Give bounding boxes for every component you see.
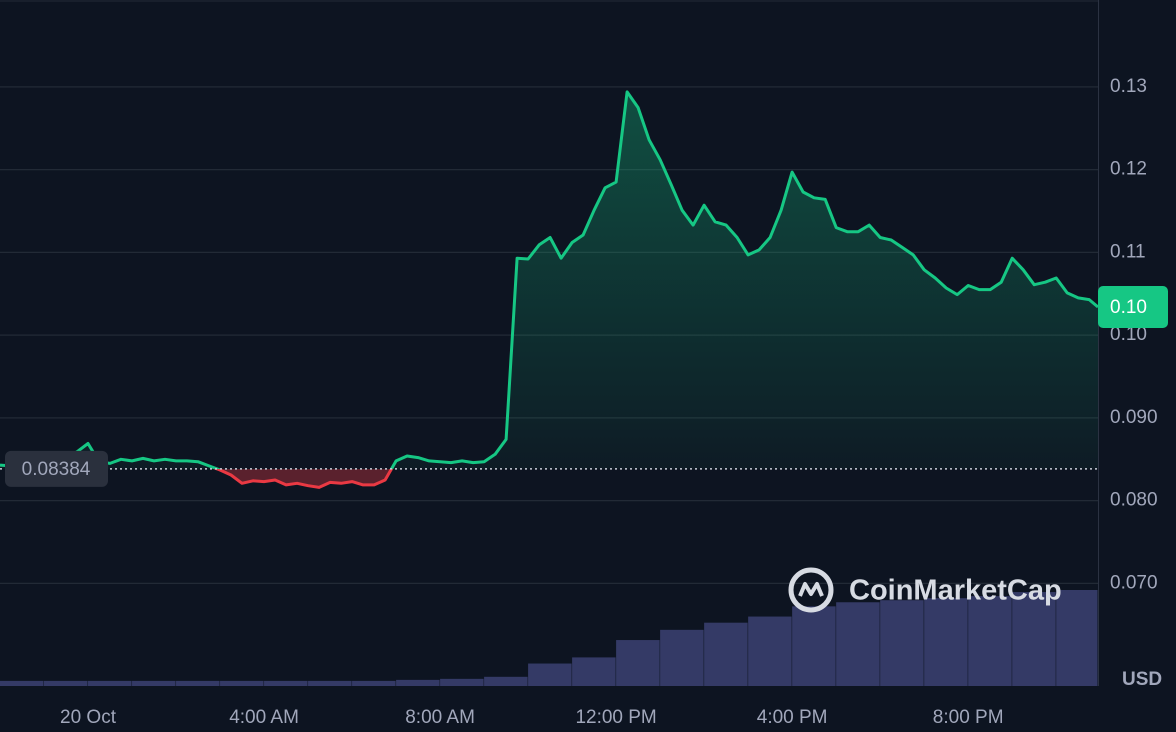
volume-bar	[44, 680, 88, 686]
y-tick-label: 0.070	[1110, 572, 1158, 593]
unit-label: USD	[1122, 669, 1162, 690]
x-tick-label: 20 Oct	[60, 707, 117, 728]
watermark-logo-mark	[798, 582, 824, 597]
watermark: CoinMarketCap	[788, 567, 1062, 613]
y-tick-label: 0.11	[1110, 241, 1146, 262]
volume-bar	[528, 663, 572, 686]
baseline-badge	[5, 450, 108, 487]
volume-bar	[0, 680, 44, 686]
y-tick-label: 0.090	[1110, 407, 1158, 428]
labels: 0.13 0.12 0.11 0.10 0.090 0.080 0.070 20 Oct 4:0…	[5, 76, 1168, 728]
volume-bar	[880, 600, 924, 686]
y-tick-label: 0.10	[1110, 324, 1147, 345]
volume-bar	[1056, 590, 1098, 686]
volume-bar	[264, 680, 308, 686]
volume-bar	[924, 598, 968, 686]
volume-bar	[440, 678, 484, 686]
x-tick-label: 8:00 AM	[405, 707, 475, 728]
current-price-label: 0.10	[1110, 297, 1147, 318]
x-tick-label: 12:00 PM	[575, 707, 656, 728]
volume-bar	[1012, 592, 1056, 686]
volume-bar	[704, 622, 748, 686]
x-tick-label: 4:00 PM	[757, 707, 828, 728]
volume-bar	[88, 680, 132, 686]
volume-bar	[484, 676, 528, 686]
volume-bar	[132, 680, 176, 686]
watermark-text: CoinMarketCap	[849, 575, 1062, 607]
volume-bar	[792, 606, 836, 686]
y-tick-label: 0.12	[1110, 159, 1147, 180]
volume	[0, 590, 1098, 686]
volume-bar	[308, 680, 352, 686]
price-area	[0, 91, 1098, 488]
x-tick-label: 8:00 PM	[933, 707, 1004, 728]
volume-bar	[968, 596, 1012, 686]
volume-bar	[572, 657, 616, 686]
baseline-label: 0.08384	[22, 459, 91, 480]
volume-bar	[748, 616, 792, 686]
volume-bar	[660, 629, 704, 686]
price-line	[0, 90, 1099, 489]
price	[0, 90, 1099, 489]
volume-bar	[352, 680, 396, 686]
volume-bar	[616, 640, 660, 686]
watermark-logo	[788, 567, 834, 613]
volume-bar	[396, 679, 440, 686]
current-price-badge	[1098, 286, 1168, 329]
y-tick-label: 0.13	[1110, 76, 1147, 97]
volume-bar	[220, 680, 264, 686]
volume-bar	[836, 602, 880, 686]
y-tick-label: 0.080	[1110, 490, 1158, 511]
volume-bar	[176, 680, 220, 686]
x-tick-label: 4:00 AM	[229, 707, 299, 728]
